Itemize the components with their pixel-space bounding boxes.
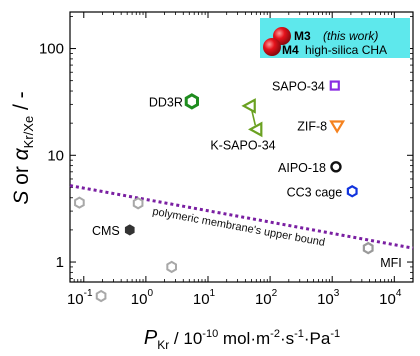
upper-bound-line: [69, 184, 414, 250]
point-mfi-label: MFI: [380, 256, 402, 270]
point-zif-8-marker: [329, 120, 346, 134]
point-aipo-18-marker: [330, 161, 342, 173]
point-zif-8-label: ZIF-8: [297, 120, 327, 134]
x-axis-ticks: 10-1 100 101 102 103 104: [67, 12, 414, 308]
point-sapo-34-marker: [329, 80, 340, 91]
legend-m4-marker: [263, 38, 281, 56]
point-cms-label: CMS: [92, 224, 120, 238]
point-mfi-marker: [362, 241, 374, 255]
x-tick-label-0: 10-1: [67, 288, 93, 308]
y-tick-label-0: 1: [56, 254, 64, 271]
point-dd3r-marker: [184, 93, 199, 110]
y-axis-label: S or αKr/Xe / -: [10, 91, 36, 204]
gray-point-2: [166, 260, 177, 274]
x-tick-label-4: 103: [317, 288, 340, 308]
data-points: DD3R SAPO-34 ZIF-8 AIPO-18 CC3 cage CMS MFI: [92, 80, 402, 271]
point-dd3r-label: DD3R: [149, 95, 183, 109]
y-tick-label-2: 100: [39, 41, 64, 58]
point-cms-marker: [124, 224, 135, 236]
point-cc3-cage-label: CC3 cage: [287, 185, 343, 199]
upper-bound-label: polymeric membrane's upper bound: [151, 206, 325, 249]
point-cc3-cage-marker: [346, 185, 358, 198]
x-tick-label-3: 102: [255, 288, 278, 308]
x-tick-label-2: 101: [193, 288, 216, 308]
legend-m4-note: high-silica CHA: [305, 43, 387, 57]
x-axis-label: PKr / 10-10 mol·m-2·s-1·Pa-1: [144, 327, 340, 352]
legend-m3-label: M3: [294, 29, 311, 43]
ksapo-series: K-SAPO-34: [210, 98, 276, 152]
ksapo-connector: [250, 109, 257, 126]
legend-m4-label: M4: [282, 43, 299, 57]
point-sapo-34-label: SAPO-34: [272, 80, 325, 94]
gray-point-1: [132, 197, 144, 210]
ksapo-label: K-SAPO-34: [210, 138, 275, 152]
y-tick-label-1: 10: [47, 147, 64, 164]
legend: M3 (this work) M4 high-silica CHA: [260, 18, 410, 58]
gray-points: [74, 196, 177, 303]
ksapo-marker-1: [248, 121, 263, 138]
x-tick-label-1: 100: [131, 288, 154, 308]
point-aipo-18-label: AIPO-18: [278, 161, 326, 175]
legend-m3-note: (this work): [323, 29, 378, 43]
ksapo-marker-0: [241, 98, 256, 114]
x-tick-label-5: 104: [379, 288, 402, 308]
plot-area: [69, 11, 414, 283]
gray-point-3: [95, 289, 107, 303]
gray-point-0: [74, 196, 85, 209]
